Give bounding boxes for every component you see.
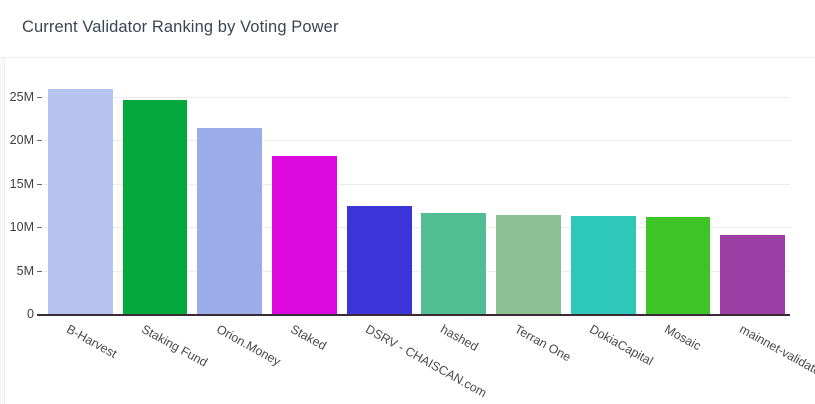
x-axis-tick-label: B-Harvest — [64, 322, 120, 361]
gridline — [43, 96, 790, 98]
gridline — [43, 227, 790, 229]
gridline — [43, 183, 790, 185]
x-axis-tick-label: DSRV - CHAISCAN.com — [363, 322, 490, 401]
y-tick-mark — [37, 183, 42, 185]
x-axis-tick-label: hashed — [437, 322, 481, 354]
x-axis-line — [37, 314, 790, 316]
bar[interactable] — [197, 128, 263, 314]
y-axis-tick-label: 0 — [27, 307, 34, 321]
x-axis-tick-label: Staked — [288, 322, 330, 353]
x-axis-tick-label: Mosaic — [662, 322, 704, 354]
y-axis-tick-label: 15M — [9, 176, 34, 191]
left-rail — [0, 58, 5, 404]
bar[interactable] — [421, 213, 487, 314]
x-axis-tick-label: Staking Fund — [139, 322, 210, 370]
x-axis-tick-label: Orion.Money — [213, 322, 283, 369]
x-axis-tick-label: Terran One — [512, 322, 574, 365]
y-tick-mark — [37, 96, 42, 98]
gridline — [43, 270, 790, 272]
chart-header: Current Validator Ranking by Voting Powe… — [0, 0, 815, 58]
x-axis-tick-label: DokiaCapital — [587, 322, 656, 369]
bar-chart-plot-area: 0 5M 10M 15M 20M 25M B-Harvest Staking Fund Ori… — [10, 75, 815, 400]
y-axis-tick-label: 25M — [9, 89, 34, 104]
bar[interactable] — [122, 100, 188, 314]
y-axis-tick-label: 20M — [9, 133, 34, 148]
bar[interactable] — [645, 216, 711, 314]
y-tick-mark — [37, 227, 42, 229]
bar[interactable] — [496, 214, 561, 314]
gridline — [43, 140, 790, 142]
bar[interactable] — [47, 88, 113, 314]
y-axis-tick-label: 10M — [9, 220, 34, 235]
y-tick-mark — [37, 140, 42, 142]
bar[interactable] — [272, 155, 337, 314]
bar[interactable] — [346, 206, 412, 314]
x-axis-tick-label: mainnet-validator — [736, 322, 815, 381]
y-axis-tick-label: 5M — [16, 263, 34, 278]
y-tick-mark — [37, 270, 42, 272]
bar[interactable] — [570, 215, 636, 314]
page-title: Current Validator Ranking by Voting Powe… — [22, 18, 339, 36]
bar[interactable] — [720, 234, 786, 314]
